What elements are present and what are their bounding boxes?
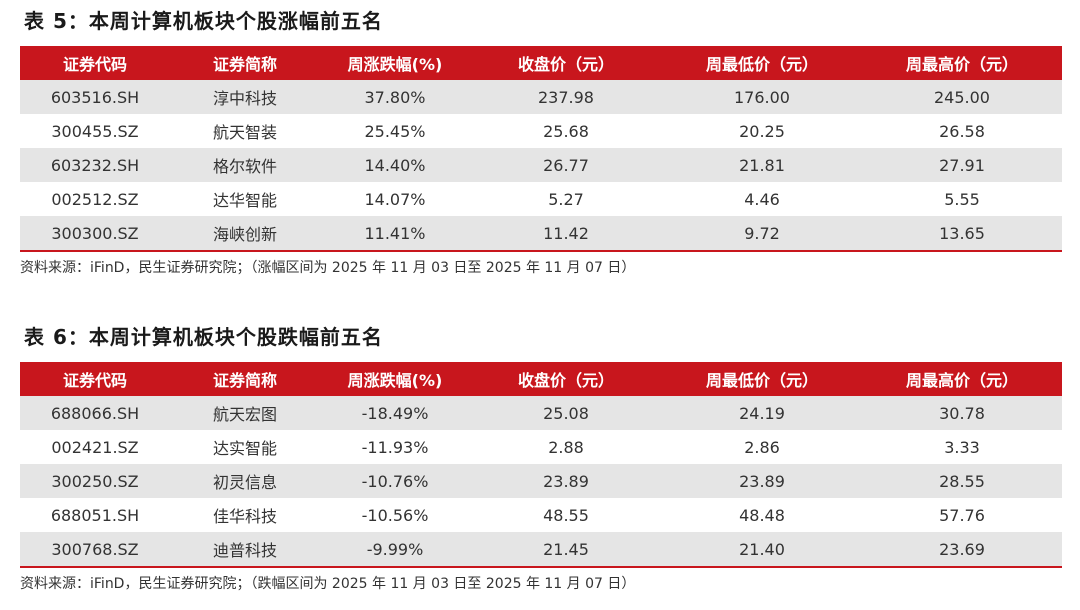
cell-name: 初灵信息 bbox=[170, 464, 320, 498]
header-code: 证券代码 bbox=[20, 362, 170, 396]
header-change: 周涨跌幅(%) bbox=[320, 362, 470, 396]
cell-low: 20.25 bbox=[662, 114, 862, 148]
cell-name: 佳华科技 bbox=[170, 498, 320, 532]
cell-low: 2.86 bbox=[662, 430, 862, 464]
cell-high: 57.76 bbox=[862, 498, 1062, 532]
cell-close: 2.88 bbox=[470, 430, 662, 464]
table-header-row: 证券代码 证券简称 周涨跌幅(%) 收盘价（元） 周最低价（元） 周最高价（元） bbox=[20, 362, 1062, 396]
cell-high: 245.00 bbox=[862, 80, 1062, 114]
stock-gainers-table: 证券代码 证券简称 周涨跌幅(%) 收盘价（元） 周最低价（元） 周最高价（元）… bbox=[20, 46, 1062, 252]
cell-change: 11.41% bbox=[320, 216, 470, 252]
cell-low: 24.19 bbox=[662, 396, 862, 430]
stock-decliners-table: 证券代码 证券简称 周涨跌幅(%) 收盘价（元） 周最低价（元） 周最高价（元）… bbox=[20, 362, 1062, 568]
table-row: 300768.SZ 迪普科技 -9.99% 21.45 21.40 23.69 bbox=[20, 532, 1062, 568]
cell-high: 28.55 bbox=[862, 464, 1062, 498]
table-row: 300300.SZ 海峡创新 11.41% 11.42 9.72 13.65 bbox=[20, 216, 1062, 252]
table-6-section: 表 6：本周计算机板块个股跌幅前五名 证券代码 证券简称 周涨跌幅(%) 收盘价… bbox=[14, 322, 1062, 594]
cell-low: 48.48 bbox=[662, 498, 862, 532]
cell-high: 5.55 bbox=[862, 182, 1062, 216]
cell-change: 25.45% bbox=[320, 114, 470, 148]
cell-close: 23.89 bbox=[470, 464, 662, 498]
cell-change: -9.99% bbox=[320, 532, 470, 568]
cell-change: -10.76% bbox=[320, 464, 470, 498]
table-row: 002421.SZ 达实智能 -11.93% 2.88 2.86 3.33 bbox=[20, 430, 1062, 464]
cell-name: 格尔软件 bbox=[170, 148, 320, 182]
table-row: 300455.SZ 航天智装 25.45% 25.68 20.25 26.58 bbox=[20, 114, 1062, 148]
cell-code: 688066.SH bbox=[20, 396, 170, 430]
table-5-section: 表 5：本周计算机板块个股涨幅前五名 证券代码 证券简称 周涨跌幅(%) 收盘价… bbox=[14, 6, 1062, 278]
cell-change: -10.56% bbox=[320, 498, 470, 532]
cell-close: 21.45 bbox=[470, 532, 662, 568]
cell-code: 300455.SZ bbox=[20, 114, 170, 148]
table-title: 表 5：本周计算机板块个股涨幅前五名 bbox=[24, 9, 383, 33]
table-row: 688066.SH 航天宏图 -18.49% 25.08 24.19 30.78 bbox=[20, 396, 1062, 430]
header-change: 周涨跌幅(%) bbox=[320, 46, 470, 80]
table-row: 603516.SH 淳中科技 37.80% 237.98 176.00 245.… bbox=[20, 80, 1062, 114]
cell-close: 5.27 bbox=[470, 182, 662, 216]
header-name: 证券简称 bbox=[170, 46, 320, 80]
cell-change: -18.49% bbox=[320, 396, 470, 430]
header-low: 周最低价（元） bbox=[662, 362, 862, 396]
cell-high: 26.58 bbox=[862, 114, 1062, 148]
table-header-row: 证券代码 证券简称 周涨跌幅(%) 收盘价（元） 周最低价（元） 周最高价（元） bbox=[20, 46, 1062, 80]
cell-name: 航天宏图 bbox=[170, 396, 320, 430]
cell-close: 48.55 bbox=[470, 498, 662, 532]
cell-name: 达实智能 bbox=[170, 430, 320, 464]
cell-change: 14.07% bbox=[320, 182, 470, 216]
cell-code: 002421.SZ bbox=[20, 430, 170, 464]
cell-code: 300250.SZ bbox=[20, 464, 170, 498]
cell-close: 25.68 bbox=[470, 114, 662, 148]
header-high: 周最高价（元） bbox=[862, 362, 1062, 396]
cell-low: 21.81 bbox=[662, 148, 862, 182]
cell-name: 海峡创新 bbox=[170, 216, 320, 252]
cell-high: 30.78 bbox=[862, 396, 1062, 430]
header-close: 收盘价（元） bbox=[470, 362, 662, 396]
cell-change: 37.80% bbox=[320, 80, 470, 114]
table-row: 688051.SH 佳华科技 -10.56% 48.55 48.48 57.76 bbox=[20, 498, 1062, 532]
cell-name: 航天智装 bbox=[170, 114, 320, 148]
header-name: 证券简称 bbox=[170, 362, 320, 396]
cell-high: 23.69 bbox=[862, 532, 1062, 568]
cell-name: 迪普科技 bbox=[170, 532, 320, 568]
table-row: 603232.SH 格尔软件 14.40% 26.77 21.81 27.91 bbox=[20, 148, 1062, 182]
cell-change: 14.40% bbox=[320, 148, 470, 182]
cell-high: 27.91 bbox=[862, 148, 1062, 182]
header-high: 周最高价（元） bbox=[862, 46, 1062, 80]
header-low: 周最低价（元） bbox=[662, 46, 862, 80]
cell-high: 13.65 bbox=[862, 216, 1062, 252]
cell-close: 11.42 bbox=[470, 216, 662, 252]
cell-low: 23.89 bbox=[662, 464, 862, 498]
cell-name: 淳中科技 bbox=[170, 80, 320, 114]
cell-close: 26.77 bbox=[470, 148, 662, 182]
cell-code: 300300.SZ bbox=[20, 216, 170, 252]
table-row: 002512.SZ 达华智能 14.07% 5.27 4.46 5.55 bbox=[20, 182, 1062, 216]
cell-code: 300768.SZ bbox=[20, 532, 170, 568]
table-row: 300250.SZ 初灵信息 -10.76% 23.89 23.89 28.55 bbox=[20, 464, 1062, 498]
cell-code: 002512.SZ bbox=[20, 182, 170, 216]
cell-close: 237.98 bbox=[470, 80, 662, 114]
cell-low: 21.40 bbox=[662, 532, 862, 568]
table-title: 表 6：本周计算机板块个股跌幅前五名 bbox=[24, 325, 383, 349]
cell-close: 25.08 bbox=[470, 396, 662, 430]
cell-change: -11.93% bbox=[320, 430, 470, 464]
header-close: 收盘价（元） bbox=[470, 46, 662, 80]
cell-name: 达华智能 bbox=[170, 182, 320, 216]
cell-low: 4.46 bbox=[662, 182, 862, 216]
cell-code: 688051.SH bbox=[20, 498, 170, 532]
cell-low: 176.00 bbox=[662, 80, 862, 114]
cell-high: 3.33 bbox=[862, 430, 1062, 464]
cell-low: 9.72 bbox=[662, 216, 862, 252]
source-note: 资料来源：iFinD，民生证券研究院；（涨幅区间为 2025 年 11 月 03… bbox=[20, 260, 636, 276]
source-note: 资料来源：iFinD，民生证券研究院；（跌幅区间为 2025 年 11 月 03… bbox=[20, 576, 636, 592]
cell-code: 603516.SH bbox=[20, 80, 170, 114]
cell-code: 603232.SH bbox=[20, 148, 170, 182]
header-code: 证券代码 bbox=[20, 46, 170, 80]
